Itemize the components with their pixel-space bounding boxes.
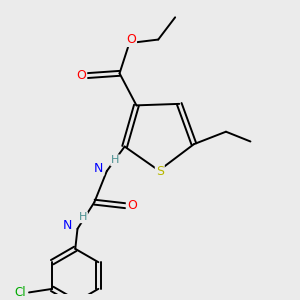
Text: N: N	[63, 219, 72, 232]
Text: H: H	[111, 155, 119, 165]
Text: N: N	[94, 162, 104, 175]
Text: S: S	[156, 165, 164, 178]
Text: H: H	[79, 212, 87, 222]
Text: O: O	[76, 69, 86, 82]
Text: Cl: Cl	[14, 286, 26, 299]
Text: O: O	[127, 199, 137, 212]
Text: O: O	[126, 33, 136, 46]
